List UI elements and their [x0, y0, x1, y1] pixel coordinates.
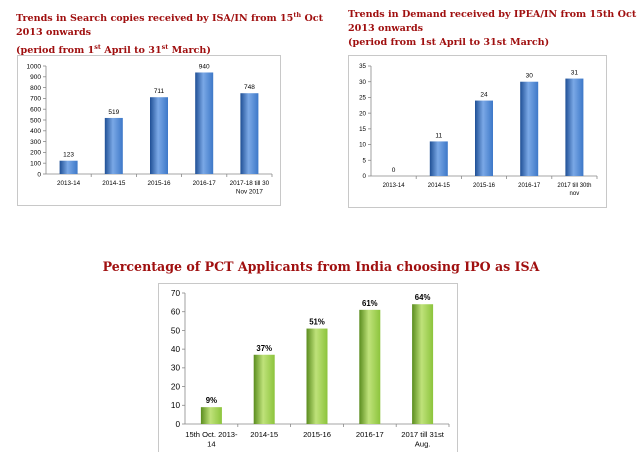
y-tick-label: 300	[30, 139, 41, 146]
y-tick-label: 25	[359, 95, 366, 102]
y-tick-label: 20	[359, 110, 366, 117]
bar	[359, 309, 381, 424]
x-tick-label: 2015-16	[473, 183, 496, 189]
x-tick-label: Nov 2017	[236, 188, 263, 195]
y-tick-label: 35	[359, 63, 366, 70]
y-tick-label: 400	[30, 128, 41, 135]
pct-chart-title: Percentage of PCT Applicants from India …	[102, 259, 540, 274]
y-tick-label: 600	[30, 106, 41, 113]
bar	[240, 93, 259, 174]
pct-applicants-chart: 0 10 20 30 40 50 60 70 9% 15th Oct. 2013- 14 37% 201…	[158, 283, 458, 452]
y-tick-label: 700	[30, 96, 41, 103]
bar	[59, 160, 78, 174]
data-label: 519	[108, 109, 119, 116]
data-label: 711	[154, 88, 165, 95]
y-tick-label: 200	[30, 150, 41, 157]
bar	[412, 304, 434, 424]
data-label: 123	[63, 152, 74, 159]
bar	[565, 78, 584, 176]
data-label: 11	[435, 132, 442, 139]
y-tick-label: 5	[363, 157, 367, 164]
y-tick-label: 100	[30, 160, 41, 167]
search-copies-chart: 0 100 200 300 400 500 600 700 800 900 1000 123 2013-…	[17, 55, 281, 206]
x-tick-label: 2017 till 31st	[401, 430, 445, 439]
y-tick-label: 10	[359, 142, 366, 149]
y-tick-label: 0	[363, 173, 367, 180]
y-tick-label: 20	[171, 382, 181, 391]
y-tick-label: 60	[171, 308, 181, 317]
y-tick-label: 10	[171, 401, 181, 410]
y-tick-label: 0	[37, 171, 41, 178]
data-label: 64%	[415, 293, 431, 302]
data-label: 748	[244, 84, 255, 91]
x-tick-label: 2016-17	[356, 430, 384, 439]
x-tick-label: 2014-15	[428, 183, 451, 189]
demand-chart-title: Trends in Demand received by IPEA/IN fro…	[348, 9, 637, 48]
x-tick-label: 15th Oct. 2013-	[185, 430, 238, 439]
x-tick-label: 2014-15	[250, 430, 278, 439]
bar	[306, 328, 328, 424]
data-label: 30	[526, 73, 534, 80]
y-tick-label: 30	[359, 79, 366, 86]
bar	[195, 72, 214, 174]
x-tick-label: 2015-16	[147, 180, 171, 187]
x-tick-label: 2016-17	[518, 183, 541, 189]
y-tick-label: 800	[30, 85, 41, 92]
data-label: 940	[199, 63, 210, 70]
demand-chart: 0 5 10 15 20 25 30 35 0 2013-14 11 2014-15 24 2015-16…	[348, 55, 607, 208]
x-tick-label: 2016-17	[193, 180, 217, 187]
y-tick-label: 900	[30, 74, 41, 81]
y-tick-label: 50	[171, 326, 181, 335]
data-label: 37%	[256, 344, 272, 353]
data-label: 31	[571, 70, 579, 77]
bar	[520, 81, 539, 176]
x-tick-label: 14	[207, 440, 215, 449]
data-label: 24	[480, 92, 488, 99]
bar	[475, 100, 493, 176]
x-tick-label: 2013-14	[57, 180, 81, 187]
bar	[429, 141, 448, 176]
y-tick-label: 15	[359, 126, 366, 133]
y-tick-label: 1000	[27, 63, 42, 70]
data-label: 9%	[206, 396, 217, 405]
x-tick-label: 2017 till 30th	[557, 183, 591, 189]
y-tick-label: 30	[171, 364, 181, 373]
x-tick-label: 2013-14	[383, 183, 406, 189]
y-tick-label: 70	[171, 289, 181, 298]
y-tick-label: 40	[171, 345, 181, 354]
search-chart-title: Trends in Search copies received by ISA/…	[16, 11, 324, 57]
y-tick-label: 500	[30, 117, 41, 124]
x-tick-label: nov	[570, 191, 580, 197]
x-tick-label: 2015-16	[303, 430, 331, 439]
data-label: 61%	[362, 299, 378, 308]
x-tick-label: 2017-18 till 30	[230, 180, 270, 187]
bar	[104, 117, 123, 174]
pct-applicants-chart-svg: 0 10 20 30 40 50 60 70 9% 15th Oct. 2013-14 37% 201…	[171, 289, 450, 449]
y-tick-label: 0	[175, 420, 180, 429]
x-tick-label: 2014-15	[102, 180, 126, 187]
data-label: 51%	[309, 318, 325, 327]
x-tick-label: Aug.	[415, 440, 431, 449]
bar	[150, 97, 168, 174]
demand-chart-svg: 0 5 10 15 20 25 30 35 0 2013-14 11 2014-15 24 2015-16…	[359, 63, 598, 197]
search-copies-chart-svg: 0 100 200 300 400 500 600 700 800 900 1000 123 2013-…	[27, 63, 273, 195]
data-label: 0	[392, 167, 396, 174]
bar	[200, 407, 222, 424]
bar	[253, 354, 275, 424]
